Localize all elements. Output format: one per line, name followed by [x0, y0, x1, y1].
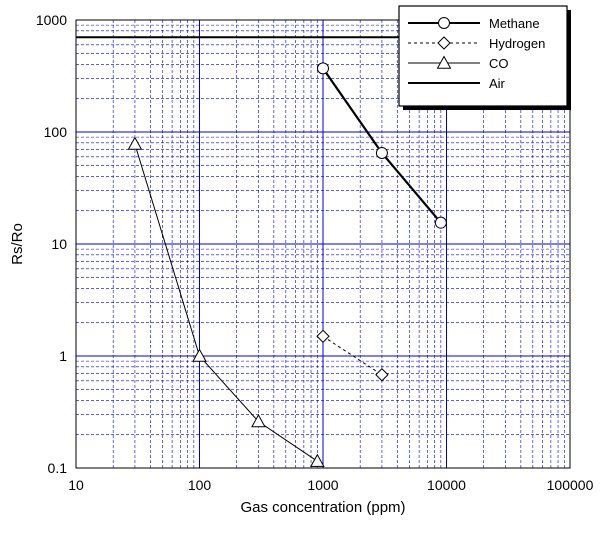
series-hydrogen [316, 329, 389, 382]
x-tick-label: 100000 [547, 477, 594, 493]
y-tick-label: 100 [44, 124, 68, 140]
x-tick-label: 100 [188, 477, 212, 493]
legend-label-methane: Methane [489, 16, 540, 31]
data-point-methane [375, 146, 388, 159]
data-point-co [127, 136, 143, 150]
x-tick-label: 1000 [307, 477, 338, 493]
series-co [127, 136, 325, 467]
y-tick-label: 10 [51, 236, 67, 252]
x-axis-title: Gas concentration (ppm) [240, 499, 405, 516]
legend-label-hydrogen: Hydrogen [489, 36, 545, 51]
data-point-hydrogen [316, 329, 330, 343]
y-tick-label: 1 [59, 348, 67, 364]
y-axis-title: Rs/Ro [9, 223, 26, 265]
data-point-methane [317, 62, 329, 75]
tick-labels: 10 100 1000 10000 100000 0.1 1 10 100 1000 [36, 12, 594, 493]
y-tick-label: 1000 [36, 12, 67, 28]
legend-label-co: CO [489, 56, 509, 71]
data-point-hydrogen [375, 368, 389, 382]
y-tick-label: 0.1 [48, 460, 68, 476]
legend: Methane Hydrogen CO Air [398, 5, 571, 110]
data-point-methane [434, 216, 447, 229]
data-point-co [251, 413, 266, 428]
series-line-co [134, 143, 318, 462]
data-point-co [192, 348, 207, 362]
legend-marker-hydrogen [437, 36, 451, 50]
series-methane [317, 62, 447, 229]
x-tick-label: 10 [68, 477, 84, 493]
data-point-co [309, 453, 325, 467]
legend-marker-co [436, 55, 452, 69]
legend-marker-methane [438, 17, 450, 29]
plot-frame [75, 19, 571, 469]
x-tick-label: 10000 [427, 477, 466, 493]
series-layer [76, 36, 570, 467]
legend-box [398, 5, 568, 107]
legend-label-air: Air [489, 76, 506, 91]
